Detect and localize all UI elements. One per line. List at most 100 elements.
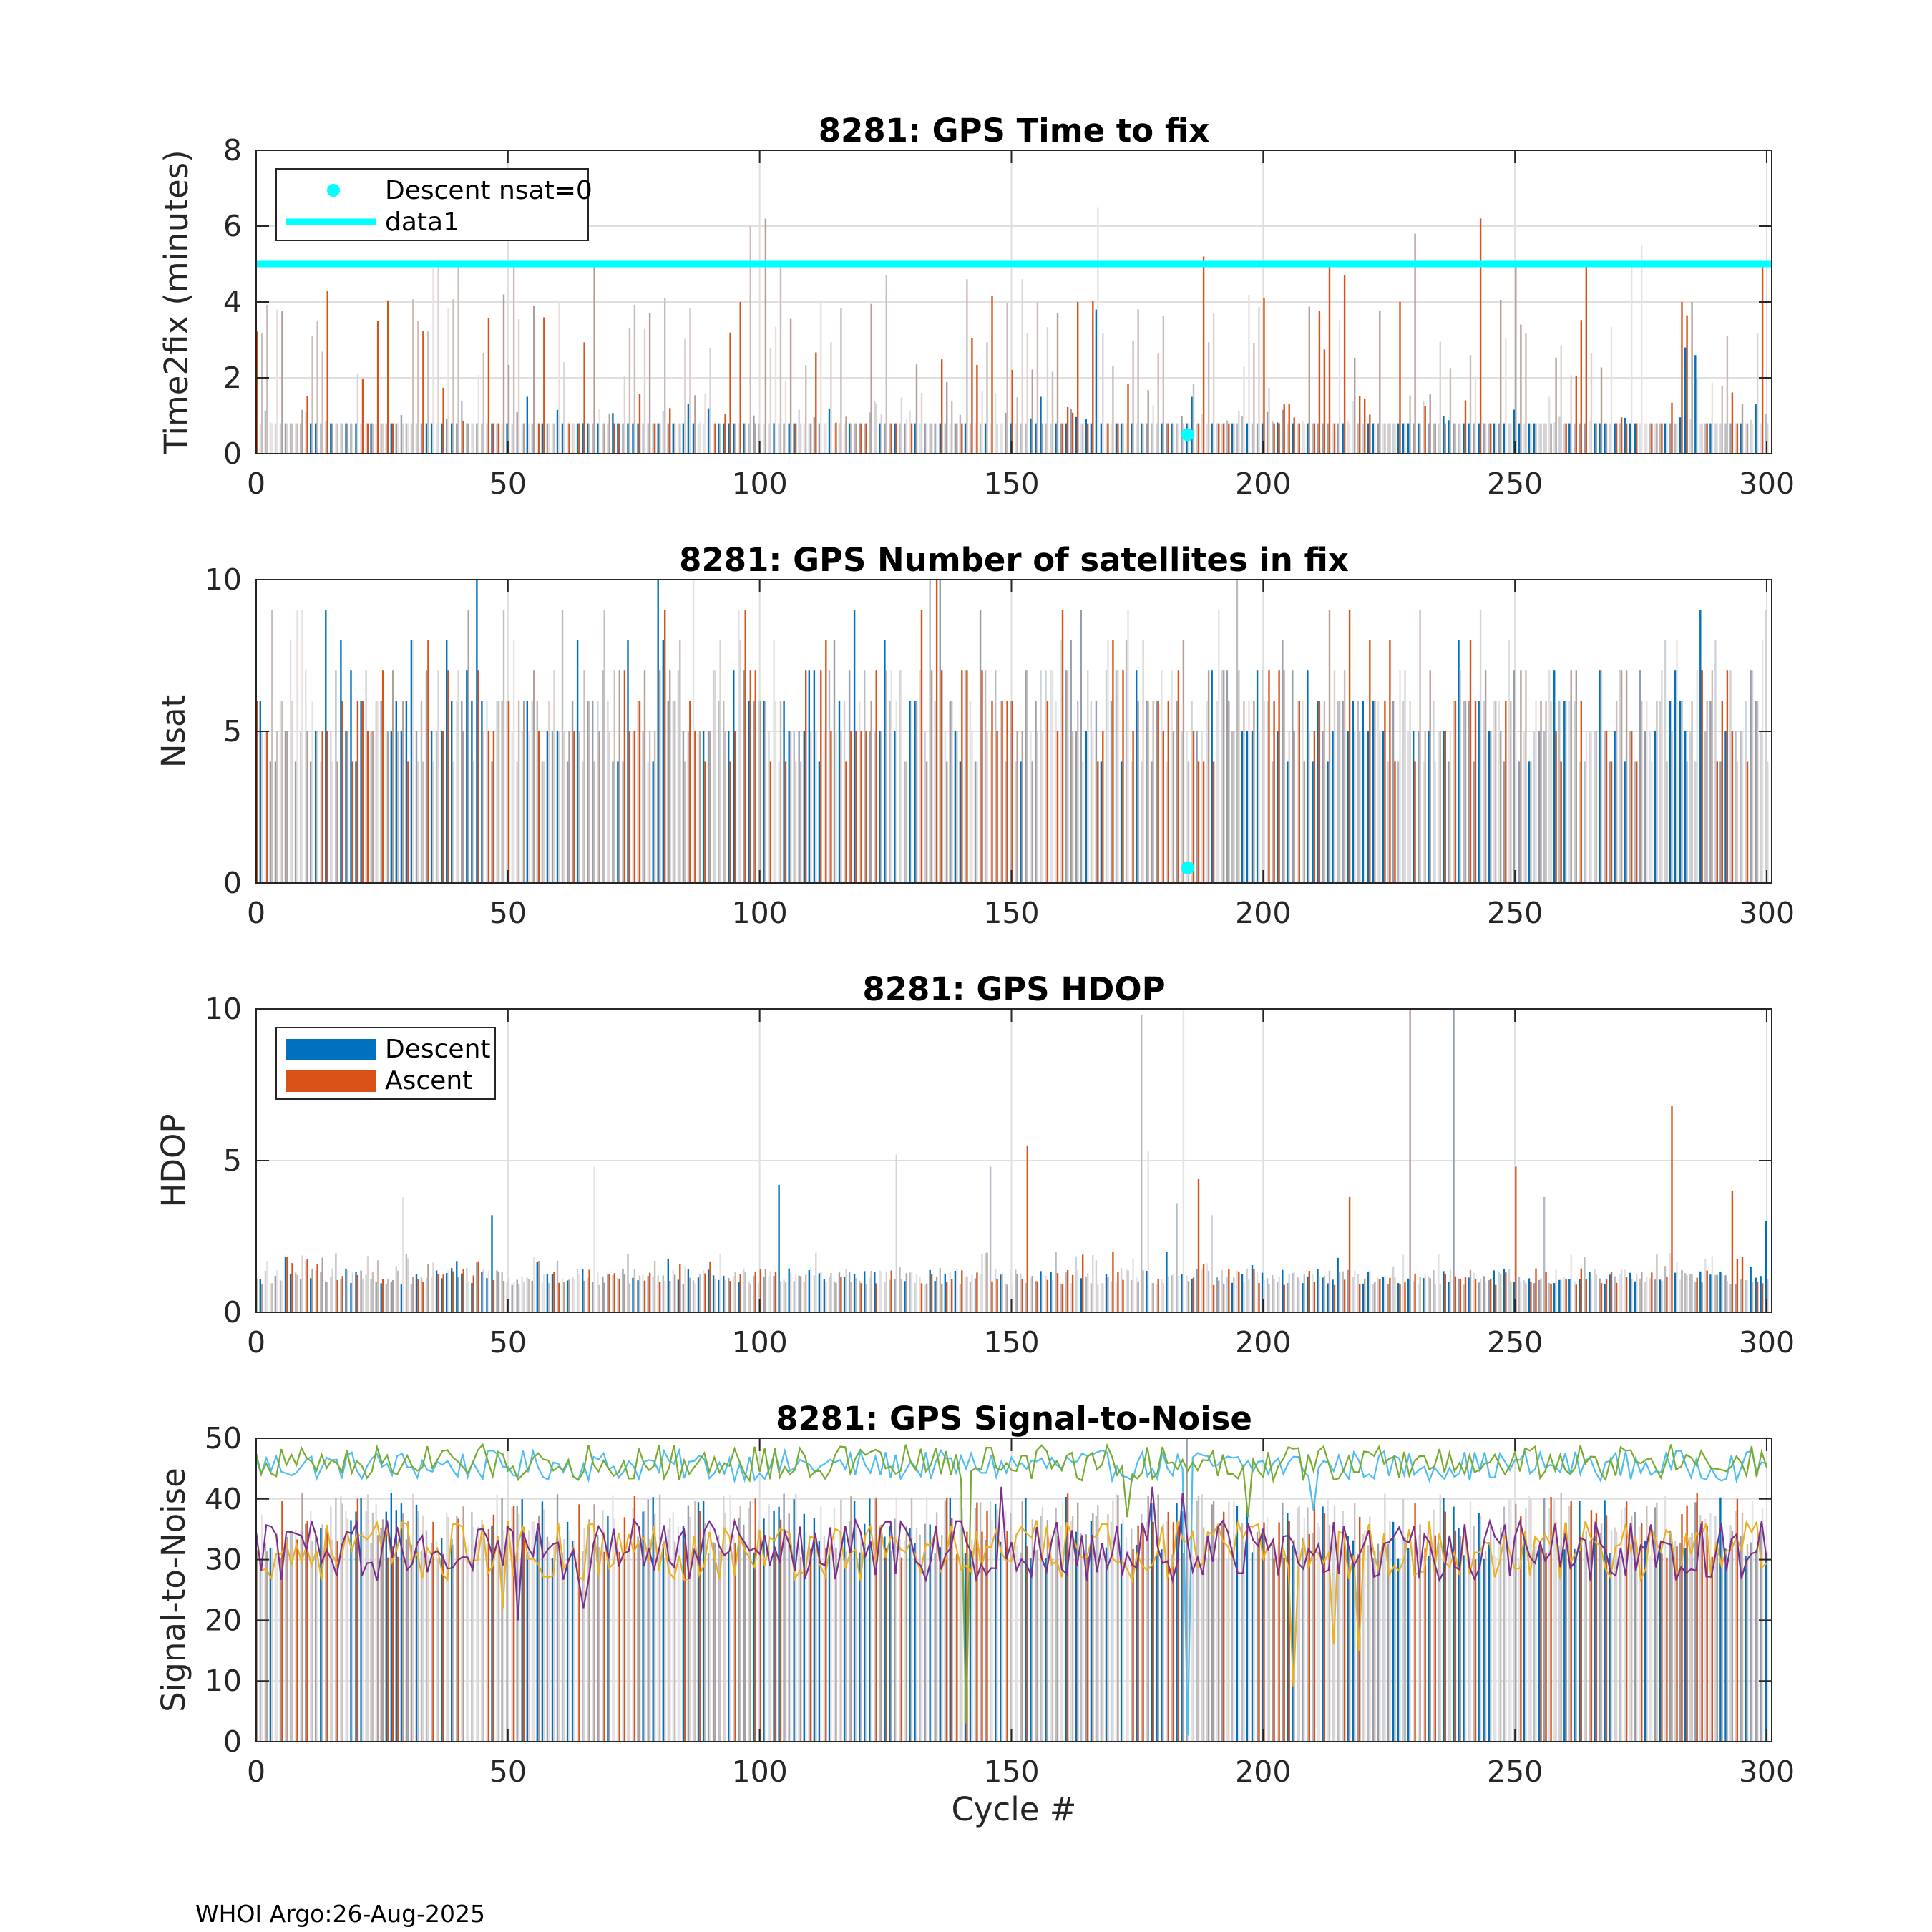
bar-ascent bbox=[769, 1557, 772, 1742]
bar-descent bbox=[1090, 1521, 1093, 1742]
bar-ascent bbox=[1464, 400, 1467, 454]
bar-ascent bbox=[1313, 731, 1316, 883]
bar-descent bbox=[1226, 670, 1229, 883]
bar-ascent bbox=[1167, 423, 1169, 454]
bar-ascent bbox=[1389, 423, 1391, 454]
bar-descent bbox=[1256, 1531, 1259, 1742]
bar-descent bbox=[1141, 1513, 1143, 1742]
bar-ascent bbox=[1006, 701, 1008, 883]
bar-ascent bbox=[1328, 264, 1331, 454]
bar-ascent bbox=[422, 1282, 424, 1312]
bar-descent bbox=[1659, 1279, 1662, 1312]
bar-descent bbox=[546, 1536, 549, 1742]
bar-ascent bbox=[538, 731, 540, 883]
bar-ascent bbox=[1318, 1277, 1321, 1312]
bar-ascent bbox=[482, 731, 484, 883]
bar-ascent bbox=[1651, 761, 1653, 883]
bar-ascent bbox=[1394, 1538, 1396, 1742]
bar-descent bbox=[1699, 1271, 1702, 1312]
bar-ascent bbox=[366, 731, 369, 883]
bar-descent bbox=[350, 423, 352, 454]
bar-ascent bbox=[1605, 1279, 1608, 1312]
bar-descent bbox=[1241, 731, 1244, 883]
bar-descent bbox=[1367, 731, 1370, 883]
bar-ascent bbox=[1298, 1506, 1300, 1742]
bar-descent bbox=[597, 1272, 599, 1312]
bar-ascent bbox=[669, 1518, 671, 1742]
bar-descent bbox=[380, 1528, 382, 1742]
bar-descent bbox=[768, 731, 770, 883]
bar-descent bbox=[949, 1498, 951, 1742]
bar-descent bbox=[642, 1274, 644, 1312]
bar-descent bbox=[748, 1281, 750, 1312]
bar-descent bbox=[556, 1260, 559, 1312]
bar-ascent bbox=[573, 423, 575, 454]
bar-descent bbox=[748, 423, 750, 454]
bar-descent bbox=[1448, 1552, 1450, 1742]
bar-descent bbox=[803, 731, 805, 883]
bar-descent bbox=[1110, 1521, 1113, 1742]
bar-descent bbox=[471, 1511, 473, 1742]
bar-descent bbox=[894, 1279, 896, 1312]
bar-ascent bbox=[1389, 1521, 1391, 1742]
bar-descent bbox=[1694, 761, 1697, 883]
bar-descent bbox=[1050, 670, 1052, 883]
bar-descent bbox=[884, 1536, 886, 1742]
bar-ascent bbox=[1313, 423, 1316, 454]
bar-ascent bbox=[1122, 1518, 1124, 1742]
bar-descent bbox=[340, 1496, 342, 1742]
bar-ascent bbox=[306, 1259, 308, 1312]
x-tick-label: 300 bbox=[1739, 896, 1795, 930]
bar-descent bbox=[1075, 416, 1077, 454]
bar-ascent bbox=[669, 670, 671, 883]
bar-descent bbox=[899, 1539, 901, 1742]
bar-descent bbox=[1282, 1502, 1284, 1742]
bar-descent bbox=[1392, 701, 1395, 883]
bar-ascent bbox=[276, 1533, 278, 1742]
bar-descent bbox=[702, 731, 705, 883]
bar-ascent bbox=[885, 1271, 887, 1312]
bar-ascent bbox=[1056, 313, 1059, 454]
bar-ascent bbox=[961, 1508, 963, 1742]
bar-descent bbox=[964, 670, 967, 883]
bar-ascent bbox=[1318, 701, 1321, 883]
bar-descent bbox=[1332, 1279, 1334, 1312]
bar-ascent bbox=[1218, 610, 1220, 883]
bar-descent bbox=[1433, 701, 1435, 883]
bar-descent bbox=[823, 423, 826, 454]
bar-descent bbox=[385, 1511, 387, 1742]
bar-descent bbox=[501, 701, 503, 883]
bar-ascent bbox=[1026, 1546, 1028, 1742]
bar-descent bbox=[682, 1526, 685, 1742]
bar-descent bbox=[944, 1500, 946, 1742]
bar-ascent bbox=[1610, 1530, 1613, 1742]
bar-descent bbox=[929, 580, 931, 883]
bar-ascent bbox=[1016, 731, 1018, 883]
bar-ascent bbox=[845, 761, 847, 883]
bar-ascent bbox=[1620, 1509, 1623, 1742]
bar-descent bbox=[556, 731, 559, 883]
bar-descent bbox=[1624, 417, 1626, 454]
bar-ascent bbox=[1238, 1551, 1240, 1742]
bar-descent bbox=[1216, 1277, 1218, 1312]
bar-descent bbox=[1503, 761, 1506, 883]
bar-ascent bbox=[749, 1283, 751, 1312]
bar-descent bbox=[425, 1278, 428, 1312]
bar-ascent bbox=[412, 1493, 414, 1742]
bar-descent bbox=[310, 423, 312, 454]
bar-descent bbox=[1594, 423, 1596, 454]
plot-content bbox=[256, 207, 1772, 454]
bar-ascent bbox=[1364, 1530, 1366, 1742]
bar-ascent bbox=[1515, 264, 1517, 454]
bar-ascent bbox=[1132, 1549, 1134, 1742]
bar-descent bbox=[1115, 423, 1118, 454]
bar-descent bbox=[1272, 421, 1274, 454]
bar-descent bbox=[1000, 1274, 1002, 1312]
bar-ascent bbox=[764, 1269, 767, 1312]
bar-descent bbox=[1171, 1554, 1173, 1742]
bar-ascent bbox=[341, 701, 343, 883]
bar-ascent bbox=[1555, 1521, 1557, 1742]
bar-ascent bbox=[371, 423, 374, 454]
bar-ascent bbox=[1243, 366, 1245, 454]
bar-descent bbox=[405, 423, 408, 454]
